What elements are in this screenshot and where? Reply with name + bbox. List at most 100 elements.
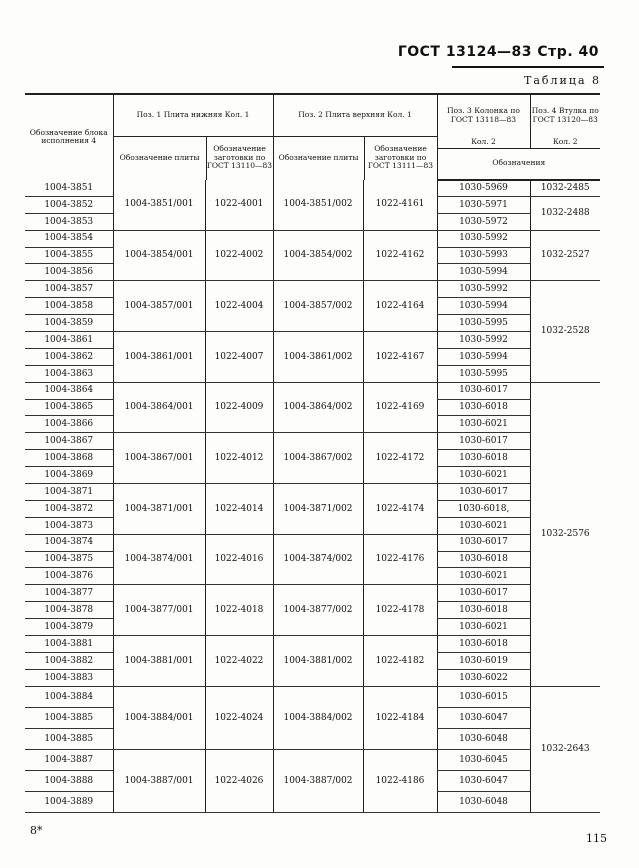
pos3-column: 1030-5992 [436,280,530,299]
header-designations: Обозначения [436,148,600,181]
block-designation: 1004-3876 [25,567,113,586]
pos1-blank: 1022-4007 [204,331,273,383]
block-designation: 1004-3878 [25,601,113,620]
header-pos1-plate: Обозначение плиты [119,152,200,162]
pos1-plate: 1004-3854/001 [112,230,205,282]
table-row: 1004-3854 1004-3854/001 1022-4002 1004-3854… [25,230,600,282]
pos2-plate: 1004-3867/002 [272,432,363,485]
pos2-blank: 1022-4176 [362,534,437,586]
pos3-column: 1030-5969 [436,179,530,197]
block-designation: 1004-3883 [25,669,113,687]
page-header: ГОСТ 13124—83 Стр. 40 [397,44,599,60]
block-designation: 1004-3881 [25,635,113,653]
block-designation: 1004-3882 [25,652,113,670]
table-row: 1004-3872 1030-6018, [25,500,600,518]
pos4-bushing: 1032-2576 [529,382,600,687]
table-row: 1004-3858 1030-5994 [25,297,600,316]
parts-table: Обозначение блока исполнения 4 Поз. 1 Пл… [25,93,600,813]
pos1-blank: 1022-4002 [204,230,273,282]
pos3-column: 1030-6021 [436,567,530,586]
block-designation: 1004-3887 [25,749,113,771]
block-designation: 1004-3872 [25,500,113,518]
table-row: 1004-3857 1004-3857/001 1022-4004 1004-3857… [25,280,600,383]
block-designation: 1004-3855 [25,247,113,265]
pos4-bushing: 1032-2485 [529,179,600,197]
pos2-blank: 1022-4174 [362,483,437,535]
table-row: 1004-3855 1030-5993 [25,247,600,265]
pos1-plate: 1004-3884/001 [112,686,205,750]
header-block: Обозначение блока исполнения 4 [25,93,113,180]
pos1-blank: 1022-4016 [204,534,273,586]
table-row: 1004-3881 1004-3881/001 1022-4022 1004-3881… [25,635,600,687]
table-row: 1004-3865 1030-6018 [25,399,600,417]
pos3-column: 1030-5971 [436,196,530,214]
table-row: 1004-3853 1030-5972 [25,213,600,231]
pos1-blank: 1022-4012 [204,432,273,485]
header-pos1: Поз. 1 Плита нижняя Кол. 1 [112,93,273,137]
table-row: 1004-3878 1030-6018 [25,601,600,620]
table-row: 1004-3871 1004-3871/001 1022-4014 1004-3871… [25,483,600,535]
pos1-plate: 1004-3861/001 [112,331,205,383]
pos1-blank: 1022-4022 [204,635,273,687]
header-pos2: Поз. 2 Плита верхняя Кол. 1 [272,93,437,137]
block-designation: 1004-3874 [25,534,113,552]
pos1-plate: 1004-3881/001 [112,635,205,687]
block-designation: 1004-3851 [25,179,113,197]
pos2-blank: 1022-4178 [362,584,437,637]
block-designation: 1004-3866 [25,415,113,434]
block-designation: 1004-3861 [25,331,113,349]
block-designation: 1004-3877 [25,584,113,603]
block-designation: 1004-3862 [25,348,113,366]
pos3-column: 1030-5972 [436,213,530,231]
table-row: 1004-3859 1030-5995 [25,314,600,333]
header-rule [452,66,604,68]
block-designation: 1004-3856 [25,263,113,282]
pos3-column: 1030-6017 [436,584,530,603]
block-designation: 1004-3859 [25,314,113,333]
pos4-bushing: 1032-2643 [529,686,600,813]
pos3-column: 1030-6018 [436,635,530,653]
table-row: 1004-3885 1030-6047 [25,707,600,729]
header-pos2-plate: Обозначение плиты [278,152,359,162]
block-designation: 1004-3884 [25,686,113,708]
table-row: 1004-3867 1004-3867/001 1022-4012 1004-3867… [25,432,600,485]
table-row: 1004-3868 1030-6018 [25,449,600,468]
pos2-plate: 1004-3874/002 [272,534,363,586]
pos3-column: 1030-6018 [436,399,530,417]
block-designation: 1004-3885 [25,728,113,750]
pos3-column: 1030-5994 [436,263,530,282]
table-row: 1004-3869 1030-6021 [25,466,600,485]
pos2-blank: 1022-4186 [362,749,437,813]
table-row: 1004-3876 1030-6021 [25,567,600,586]
pos1-blank: 1022-4009 [204,382,273,434]
pos3-column: 1030-6017 [436,483,530,501]
block-designation: 1004-3871 [25,483,113,501]
pos3-column: 1030-5995 [436,365,530,383]
pos2-plate: 1004-3887/002 [272,749,363,813]
table-row: 1004-3879 1030-6021 [25,618,600,637]
block-designation: 1004-3873 [25,517,113,535]
pos1-plate: 1004-3871/001 [112,483,205,535]
pos3-column: 1030-6015 [436,686,530,708]
header-pos1-blank: Обозначение заготовки по ГОСТ 13110—83 [205,136,273,180]
pos4-bushing: 1032-2488 [529,196,600,231]
pos2-blank: 1022-4172 [362,432,437,485]
pos1-plate: 1004-3874/001 [112,534,205,586]
pos3-column: 1030-5995 [436,314,530,333]
pos1-blank: 1022-4018 [204,584,273,637]
table-row: 1004-3884 1004-3884/001 1022-4024 1004-3884… [25,686,600,813]
pos2-plate: 1004-3851/002 [272,179,363,231]
pos2-plate: 1004-3857/002 [272,280,363,333]
pos2-plate: 1004-3854/002 [272,230,363,282]
pos3-column: 1030-6018 [436,449,530,468]
footer-signature-mark: 8* [30,824,43,837]
table-row: 1004-3889 1030-6048 [25,791,600,813]
table-row: 1004-3863 1030-5995 [25,365,600,383]
table-row: 1004-3875 1030-6018 [25,551,600,569]
pos2-plate: 1004-3871/002 [272,483,363,535]
pos3-column: 1030-6021 [436,415,530,434]
pos4-bushing: 1032-2527 [529,230,600,282]
table-row: 1004-3851 1004-3851/001 1022-4001 1004-3851… [25,179,600,231]
block-designation: 1004-3863 [25,365,113,383]
block-designation: 1004-3853 [25,213,113,231]
